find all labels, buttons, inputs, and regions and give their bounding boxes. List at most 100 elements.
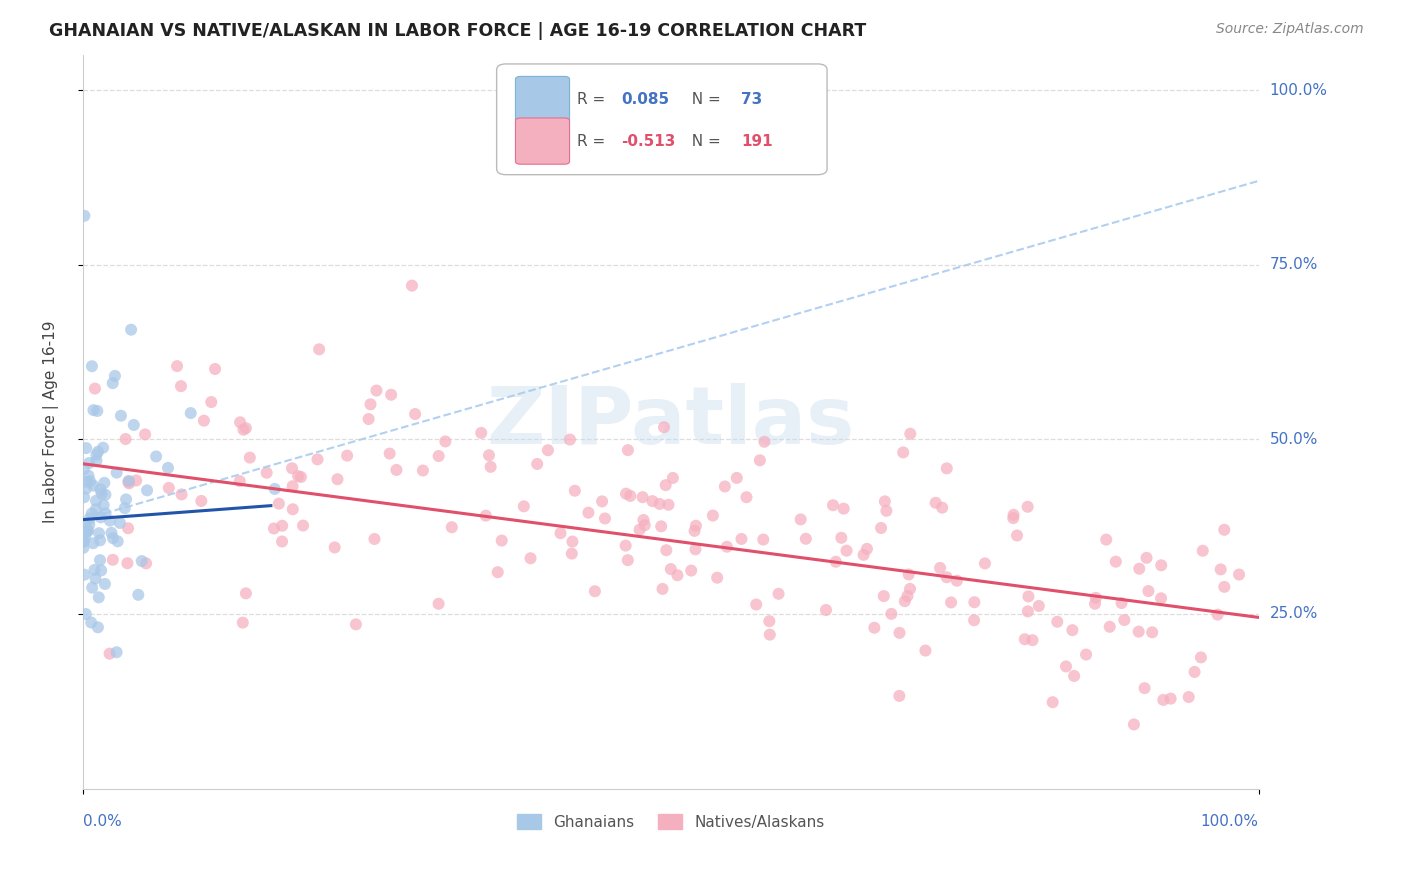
Point — [1002, 511, 1025, 525]
Point — [1028, 599, 1050, 613]
Point — [652, 420, 675, 434]
Point — [896, 589, 918, 603]
Text: 100.0%: 100.0% — [1201, 814, 1258, 829]
Point — [754, 434, 776, 449]
Point — [80, 615, 103, 630]
Point — [768, 587, 790, 601]
Point — [963, 613, 986, 627]
Point — [427, 449, 450, 463]
Point — [730, 532, 752, 546]
Point — [1135, 550, 1157, 565]
Point — [75, 441, 97, 455]
Point — [156, 461, 179, 475]
Point — [94, 577, 117, 591]
Point — [666, 568, 689, 582]
Point — [1046, 615, 1069, 629]
Point — [650, 519, 672, 533]
Point — [101, 553, 124, 567]
Point — [75, 482, 97, 496]
Point — [1152, 693, 1174, 707]
Point — [1140, 625, 1163, 640]
Text: 75.0%: 75.0% — [1270, 257, 1317, 272]
Point — [114, 432, 136, 446]
Text: R =: R = — [576, 134, 610, 149]
Point — [619, 489, 641, 503]
Point — [631, 490, 654, 504]
Point — [1074, 648, 1097, 662]
Point — [105, 466, 128, 480]
Point — [1017, 604, 1039, 618]
Point — [89, 553, 111, 567]
Point — [80, 359, 103, 374]
Point — [1189, 650, 1212, 665]
Point — [873, 494, 896, 508]
Point — [946, 574, 969, 588]
Point — [880, 607, 903, 621]
Point — [118, 474, 141, 488]
Point — [77, 456, 100, 470]
Point — [307, 452, 329, 467]
Point — [79, 517, 101, 532]
Point — [891, 445, 914, 459]
Point — [281, 479, 304, 493]
Point — [404, 407, 426, 421]
Point — [1184, 665, 1206, 679]
Point — [1021, 633, 1043, 648]
Point — [204, 362, 226, 376]
Point — [79, 511, 101, 525]
Point — [633, 513, 655, 527]
Point — [82, 581, 104, 595]
Point — [73, 490, 96, 504]
Point — [427, 597, 450, 611]
Point — [564, 483, 586, 498]
Point — [235, 586, 257, 600]
Point — [924, 496, 946, 510]
Point — [82, 536, 104, 550]
Point — [659, 562, 682, 576]
Text: N =: N = — [682, 134, 725, 149]
Point — [491, 533, 513, 548]
Point — [935, 461, 957, 475]
Point — [117, 556, 139, 570]
Point — [478, 448, 501, 462]
Point — [1054, 659, 1077, 673]
Text: 0.0%: 0.0% — [83, 814, 121, 829]
Point — [706, 571, 728, 585]
Point — [127, 588, 149, 602]
Point — [136, 483, 159, 498]
Point — [1095, 533, 1118, 547]
Point — [939, 595, 962, 609]
Point — [628, 523, 651, 537]
Point — [114, 501, 136, 516]
Point — [651, 582, 673, 596]
Point — [72, 534, 94, 549]
Point — [591, 494, 613, 508]
Point — [170, 487, 193, 501]
Point — [821, 498, 844, 512]
Point — [789, 512, 811, 526]
Point — [1133, 681, 1156, 695]
Legend: Ghanaians, Natives/Alaskans: Ghanaians, Natives/Alaskans — [510, 808, 831, 836]
Point — [326, 472, 349, 486]
Point — [87, 444, 110, 458]
Point — [863, 621, 886, 635]
Point — [1084, 597, 1107, 611]
Point — [685, 518, 707, 533]
Text: Source: ZipAtlas.com: Source: ZipAtlas.com — [1216, 22, 1364, 37]
Point — [1206, 607, 1229, 622]
Point — [1177, 690, 1199, 704]
Point — [84, 502, 107, 516]
Point — [759, 627, 782, 641]
Point — [193, 414, 215, 428]
Point — [76, 524, 98, 539]
Point — [931, 500, 953, 515]
Point — [308, 343, 330, 357]
Point — [657, 498, 679, 512]
Point — [1062, 623, 1084, 637]
Point — [82, 403, 104, 417]
Point — [537, 443, 560, 458]
Point — [93, 498, 115, 512]
Point — [256, 466, 278, 480]
Point — [830, 531, 852, 545]
Y-axis label: In Labor Force | Age 16-19: In Labor Force | Age 16-19 — [44, 320, 59, 523]
